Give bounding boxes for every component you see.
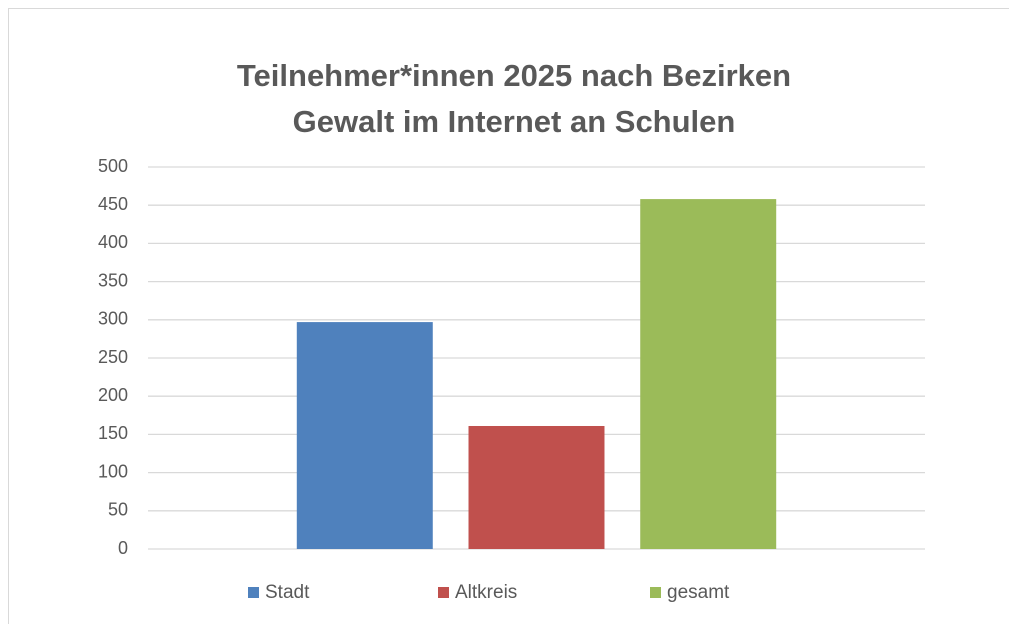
legend-label: Stadt (265, 582, 310, 603)
y-tick-label: 500 (98, 156, 128, 176)
legend-label: gesamt (667, 582, 730, 603)
chart-title: Teilnehmer*innen 2025 nach Bezirken (237, 58, 791, 93)
legend-label: Altkreis (455, 582, 517, 603)
y-tick-label: 450 (98, 194, 128, 214)
y-tick-label: 350 (98, 270, 128, 290)
bar (296, 322, 433, 549)
y-tick-label: 300 (98, 309, 128, 329)
bar (640, 199, 777, 549)
y-tick-label: 0 (118, 538, 128, 558)
bar (468, 425, 605, 549)
legend-swatch (650, 587, 661, 598)
y-tick-label: 250 (98, 347, 128, 367)
y-tick-label: 100 (98, 461, 128, 481)
y-tick-label: 50 (108, 500, 128, 520)
y-tick-label: 150 (98, 423, 128, 443)
chart-title: Gewalt im Internet an Schulen (293, 104, 736, 139)
y-tick-label: 400 (98, 232, 128, 252)
y-tick-label: 200 (98, 385, 128, 405)
legend-swatch (248, 587, 259, 598)
legend-swatch (438, 587, 449, 598)
